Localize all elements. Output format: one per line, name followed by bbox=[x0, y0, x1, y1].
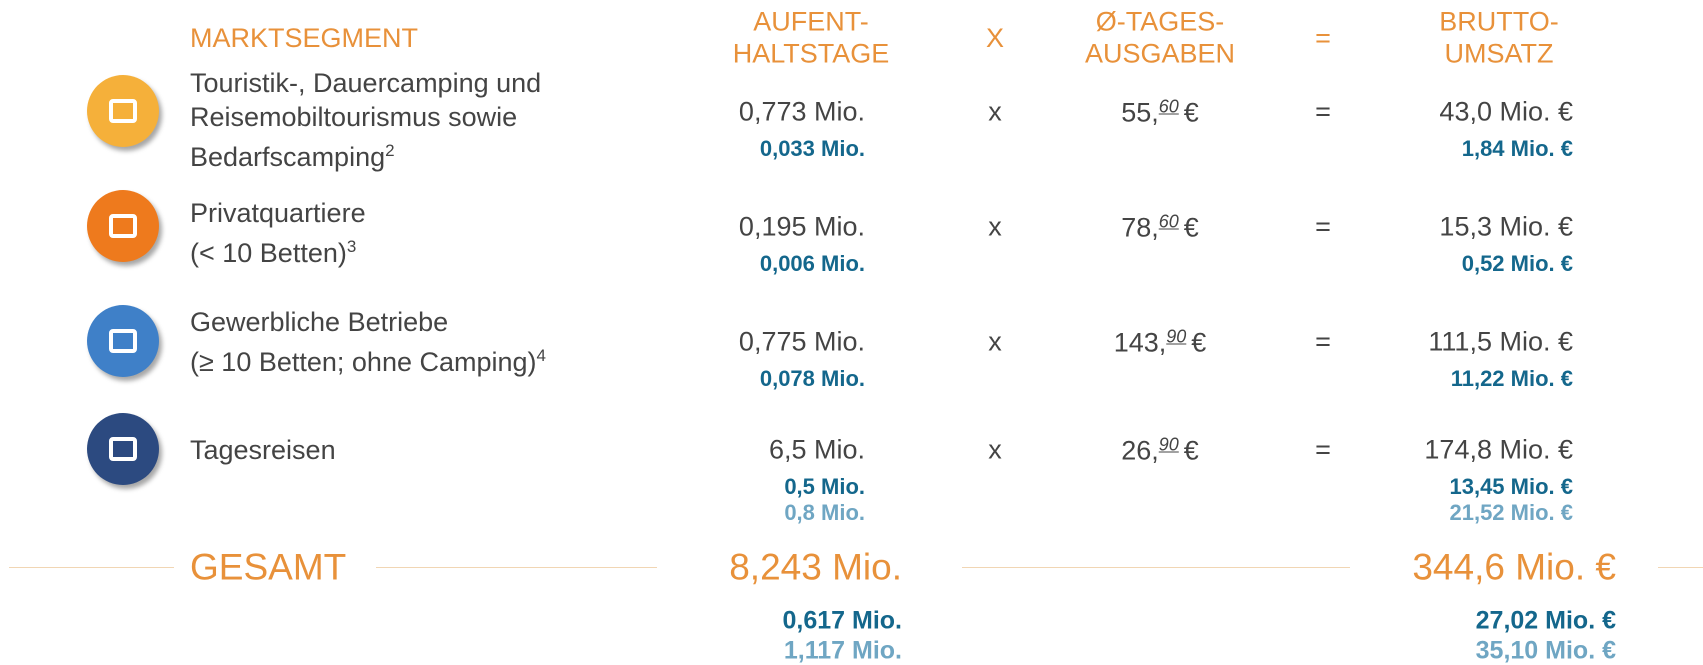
segment-icon bbox=[87, 305, 159, 377]
days-sub: 0,006 Mio. bbox=[759, 251, 865, 276]
spend-cur: € bbox=[1183, 97, 1199, 128]
spend-int: 26, bbox=[1121, 435, 1159, 466]
days-sub: 0,078 Mio. bbox=[759, 366, 865, 391]
label-line: Reisemobiltourismus sowie bbox=[190, 102, 518, 132]
label-line: Gewerbliche Betriebe bbox=[190, 307, 449, 337]
header-line: Ø-TAGES- bbox=[1095, 6, 1225, 37]
header-line: AUSGABEN bbox=[1084, 39, 1236, 69]
header-days: AUFENT- HALTSTAGE bbox=[733, 6, 890, 71]
header-line: BRUTTO- bbox=[1439, 6, 1559, 37]
equals: = bbox=[1315, 211, 1331, 242]
spend: 78,60 € bbox=[1121, 213, 1199, 242]
label-line: (≥ 10 Betten; ohne Camping)4 bbox=[190, 346, 546, 377]
revenue-sub: 0,52 Mio. € bbox=[1461, 251, 1573, 276]
label-line: Bedarfscamping2 bbox=[190, 141, 395, 172]
total-revenue-sub: 35,10 Mio. € bbox=[1475, 636, 1616, 665]
spend-dec: 90 bbox=[1166, 326, 1187, 347]
spend-dec: 90 bbox=[1158, 434, 1179, 455]
total-days: 8,243 Mio. bbox=[729, 546, 902, 588]
revenue-sub: 13,45 Mio. € bbox=[1449, 474, 1573, 499]
revenue-sub: 21,52 Mio. € bbox=[1449, 500, 1573, 525]
spend-int: 55, bbox=[1121, 97, 1159, 128]
spend-int: 78, bbox=[1121, 212, 1159, 243]
total-days-sub: 0,617 Mio. bbox=[782, 606, 903, 635]
icon-glyph bbox=[109, 214, 137, 238]
segment-icon bbox=[87, 413, 159, 485]
divider bbox=[1658, 567, 1703, 568]
segment-label: Privatquartiere (< 10 Betten)3 bbox=[190, 196, 366, 270]
equals: = bbox=[1315, 96, 1331, 127]
days: 0,773 Mio. bbox=[738, 96, 865, 127]
total-label: GESAMT bbox=[190, 546, 347, 588]
revenue: 43,0 Mio. € bbox=[1439, 96, 1573, 127]
label-line: Touristik-, Dauercamping und bbox=[190, 68, 542, 98]
times: x bbox=[988, 434, 1002, 465]
spend-cur: € bbox=[1191, 327, 1207, 358]
revenue-sub: 1,84 Mio. € bbox=[1461, 136, 1573, 161]
label-line: (< 10 Betten)3 bbox=[190, 237, 357, 268]
header-line: AUFENT- bbox=[753, 6, 869, 37]
segment-label: Touristik-, Dauercamping und Reisemobilto… bbox=[190, 66, 541, 174]
divider bbox=[962, 567, 1350, 568]
divider bbox=[376, 567, 657, 568]
revenue-sub: 11,22 Mio. € bbox=[1450, 366, 1573, 391]
icon-glyph bbox=[109, 99, 137, 123]
spend-cur: € bbox=[1183, 212, 1199, 243]
icon-glyph bbox=[109, 329, 137, 353]
footnote: 4 bbox=[536, 346, 546, 365]
times: x bbox=[988, 96, 1002, 127]
total-revenue-sub: 27,02 Mio. € bbox=[1475, 606, 1616, 635]
header-segment: MARKTSEGMENT bbox=[190, 22, 419, 53]
divider bbox=[9, 567, 174, 568]
days: 0,195 Mio. bbox=[738, 211, 865, 242]
total-revenue: 344,6 Mio. € bbox=[1412, 546, 1616, 588]
days-sub: 0,5 Mio. bbox=[784, 474, 865, 499]
revenue: 174,8 Mio. € bbox=[1424, 434, 1573, 465]
revenue: 111,5 Mio. € bbox=[1428, 326, 1573, 357]
label-line: Privatquartiere bbox=[190, 198, 366, 228]
spend-dec: 60 bbox=[1158, 211, 1179, 232]
spend: 55,60 € bbox=[1121, 98, 1199, 127]
label-line: Tagesreisen bbox=[190, 435, 336, 465]
equals: = bbox=[1315, 326, 1331, 357]
times: x bbox=[988, 326, 1002, 357]
spend: 26,90 € bbox=[1121, 436, 1199, 465]
total-days-sub: 1,117 Mio. bbox=[783, 636, 902, 665]
segment-icon bbox=[87, 190, 159, 262]
days-sub: 0,033 Mio. bbox=[759, 136, 865, 161]
header-line: UMSATZ bbox=[1444, 39, 1554, 69]
header-revenue: BRUTTO- UMSATZ bbox=[1439, 6, 1559, 71]
spend-cur: € bbox=[1183, 435, 1199, 466]
days-sub: 0,8 Mio. bbox=[784, 500, 865, 525]
times: x bbox=[988, 211, 1002, 242]
footnote: 3 bbox=[346, 237, 357, 256]
segment-label: Tagesreisen bbox=[190, 433, 336, 467]
header-equals: = bbox=[1315, 22, 1331, 53]
header-line: HALTSTAGE bbox=[732, 39, 890, 69]
icon-glyph bbox=[109, 437, 137, 461]
segment-icon bbox=[87, 75, 159, 147]
spend: 143,90 € bbox=[1114, 328, 1207, 357]
equals: = bbox=[1315, 434, 1331, 465]
segment-label: Gewerbliche Betriebe (≥ 10 Betten; ohne C… bbox=[190, 305, 546, 379]
spend-dec: 60 bbox=[1158, 96, 1179, 117]
revenue: 15,3 Mio. € bbox=[1439, 211, 1573, 242]
header-spend: Ø-TAGES- AUSGABEN bbox=[1085, 6, 1235, 71]
footnote: 2 bbox=[385, 141, 395, 160]
spend-int: 143, bbox=[1113, 327, 1167, 358]
days: 0,775 Mio. bbox=[738, 326, 865, 357]
header-times: X bbox=[985, 22, 1005, 53]
days: 6,5 Mio. bbox=[768, 434, 865, 465]
